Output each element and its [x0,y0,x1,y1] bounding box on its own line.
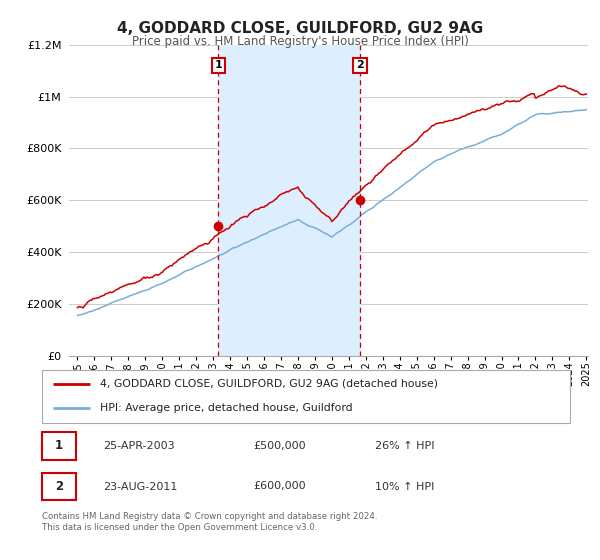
Text: Contains HM Land Registry data © Crown copyright and database right 2024.
This d: Contains HM Land Registry data © Crown c… [42,512,377,532]
Text: 26% ↑ HPI: 26% ↑ HPI [374,441,434,451]
FancyBboxPatch shape [42,370,570,423]
Text: 25-APR-2003: 25-APR-2003 [103,441,175,451]
Text: £500,000: £500,000 [253,441,306,451]
FancyBboxPatch shape [42,432,76,460]
Text: 1: 1 [55,440,63,452]
Text: Price paid vs. HM Land Registry's House Price Index (HPI): Price paid vs. HM Land Registry's House … [131,35,469,48]
Text: HPI: Average price, detached house, Guildford: HPI: Average price, detached house, Guil… [100,403,353,413]
Text: 4, GODDARD CLOSE, GUILDFORD, GU2 9AG: 4, GODDARD CLOSE, GUILDFORD, GU2 9AG [117,21,483,36]
Text: 23-AUG-2011: 23-AUG-2011 [103,482,177,492]
Text: £600,000: £600,000 [253,482,306,492]
Text: 1: 1 [214,60,222,71]
Text: 10% ↑ HPI: 10% ↑ HPI [374,482,434,492]
Text: 2: 2 [55,480,63,493]
Text: 4, GODDARD CLOSE, GUILDFORD, GU2 9AG (detached house): 4, GODDARD CLOSE, GUILDFORD, GU2 9AG (de… [100,379,438,389]
FancyBboxPatch shape [42,473,76,500]
Text: 2: 2 [356,60,364,71]
Bar [218,45,360,356]
